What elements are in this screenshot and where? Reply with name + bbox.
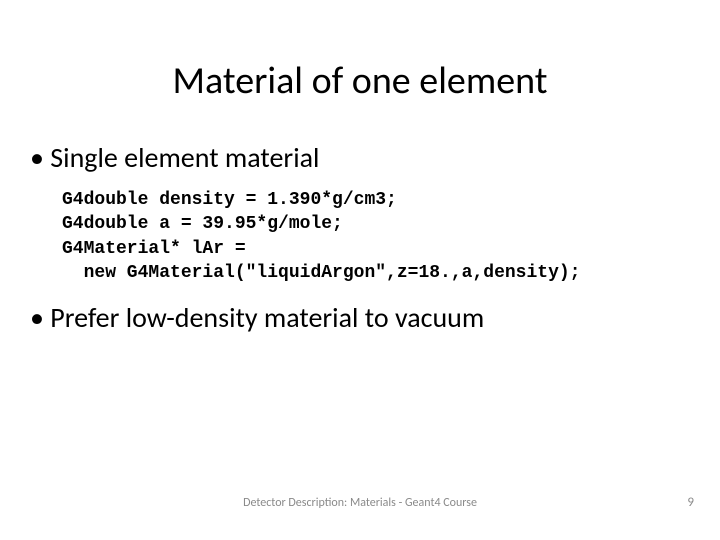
code-line-2: G4double a = 39.95*g/mole; bbox=[62, 214, 343, 234]
bullet-prefer-low-density: Prefer low-density material to vacuum bbox=[30, 300, 484, 335]
slide: Material of one element Single element m… bbox=[0, 0, 720, 540]
bullet-single-element: Single element material bbox=[30, 140, 319, 175]
page-number: 9 bbox=[687, 495, 694, 510]
code-line-4: new G4Material("liquidArgon",z=18.,a,den… bbox=[62, 263, 580, 283]
code-line-3: G4Material* lAr = bbox=[62, 239, 246, 259]
slide-title: Material of one element bbox=[0, 58, 720, 104]
code-block: G4double density = 1.390*g/cm3; G4double… bbox=[62, 188, 580, 285]
code-line-1: G4double density = 1.390*g/cm3; bbox=[62, 190, 397, 210]
footer-text: Detector Description: Materials - Geant4… bbox=[0, 496, 720, 510]
